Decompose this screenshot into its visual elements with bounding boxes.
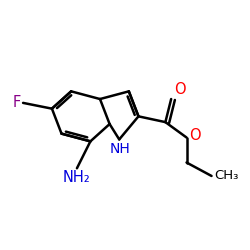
Text: NH₂: NH₂ bbox=[63, 170, 91, 185]
Text: O: O bbox=[174, 82, 186, 97]
Text: NH: NH bbox=[110, 142, 130, 156]
Text: F: F bbox=[13, 96, 21, 110]
Text: CH₃: CH₃ bbox=[214, 170, 239, 182]
Text: O: O bbox=[190, 128, 201, 144]
